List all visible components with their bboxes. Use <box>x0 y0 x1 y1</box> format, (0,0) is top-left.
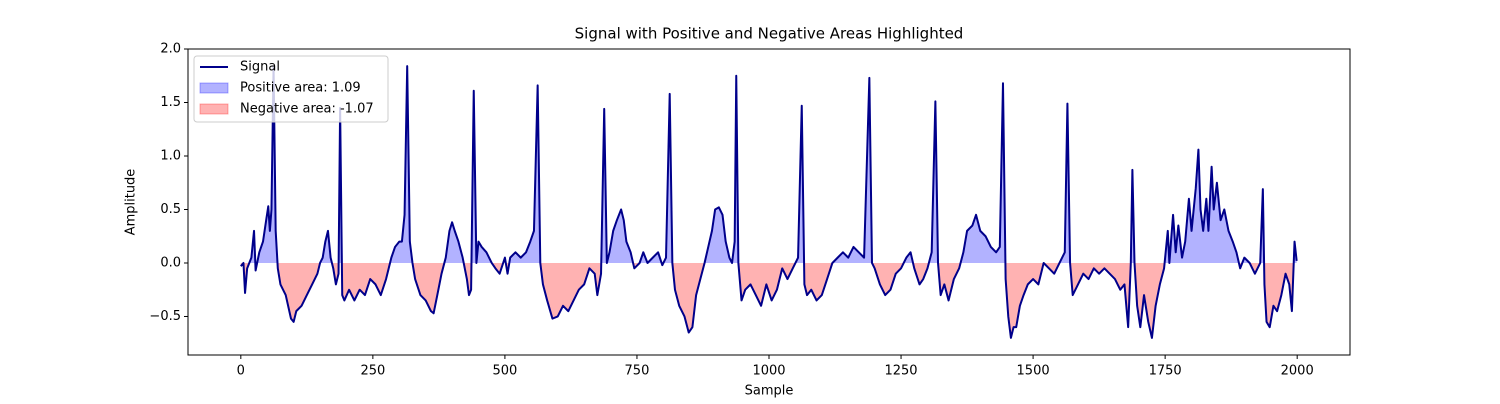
chart-title: Signal with Positive and Negative Areas … <box>575 25 964 43</box>
y-tick-label: 1.5 <box>160 95 181 110</box>
y-axis-label: Amplitude <box>124 169 139 236</box>
x-tick-label: 1750 <box>1149 364 1182 379</box>
x-tick-label: 500 <box>492 364 517 379</box>
x-axis-label: Sample <box>745 384 794 399</box>
legend-label: Negative area: -1.07 <box>240 102 374 117</box>
signal-line <box>240 65 1298 339</box>
legend-label: Signal <box>240 60 280 75</box>
x-tick-label: 1250 <box>884 364 917 379</box>
y-tick-label: 2.0 <box>160 42 181 57</box>
y-tick-label: −0.5 <box>149 309 181 324</box>
y-tick-label: 0.5 <box>160 202 181 217</box>
x-tick-label: 0 <box>237 364 245 379</box>
x-tick-label: 250 <box>360 364 385 379</box>
legend-label: Positive area: 1.09 <box>240 81 361 96</box>
y-tick-label: 0.0 <box>160 255 181 270</box>
x-tick-label: 750 <box>625 364 650 379</box>
x-tick-label: 1000 <box>752 364 785 379</box>
legend-swatch <box>199 82 229 94</box>
x-tick-label: 1500 <box>1017 364 1050 379</box>
x-tick-label: 2000 <box>1281 364 1314 379</box>
legend-box <box>193 55 389 123</box>
y-tick-label: 1.0 <box>160 148 181 163</box>
area-fill <box>240 66 1297 263</box>
legend-swatch <box>199 103 229 115</box>
area-fill <box>240 262 1294 338</box>
